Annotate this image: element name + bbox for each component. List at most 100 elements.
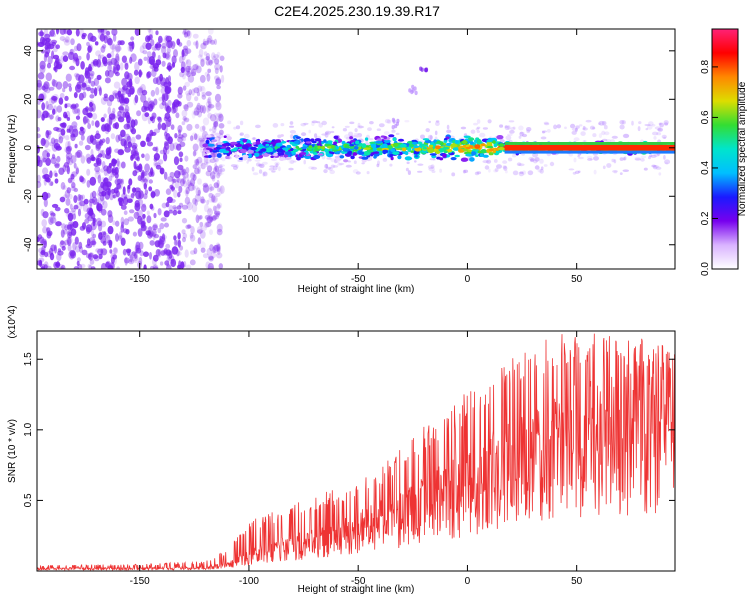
noise-blob (206, 105, 210, 113)
noise-blob (118, 106, 124, 111)
noise-blob (113, 247, 118, 254)
snr-y-label: SNR (10 * v/v) (7, 419, 18, 483)
noise-blob (214, 210, 221, 216)
noise-blob (97, 174, 102, 184)
band-halo-blob (389, 163, 393, 167)
band-blob (206, 134, 212, 138)
noise-blob (214, 75, 220, 81)
band-blob (313, 154, 321, 159)
band-halo-blob (502, 165, 507, 169)
noise-blob (120, 87, 126, 93)
noise-blob (74, 143, 78, 149)
band-blob (205, 139, 210, 145)
noise-blob (51, 154, 56, 160)
noise-blob (96, 189, 101, 198)
band-halo-blob (289, 121, 294, 125)
band-halo-blob (519, 171, 524, 174)
noise-blob (135, 166, 141, 170)
noise-blob (71, 121, 78, 129)
noise-blob (164, 53, 170, 59)
band-blob (308, 145, 313, 149)
band-halo-blob (578, 156, 584, 160)
noise-blob (111, 166, 117, 176)
noise-blob (62, 229, 68, 235)
band-halo-blob (289, 130, 296, 134)
noise-blob (56, 105, 63, 113)
noise-blob (190, 172, 196, 180)
band-halo-blob (326, 157, 332, 160)
noise-blob (159, 261, 164, 266)
band-blob (443, 150, 448, 153)
noise-blob (67, 244, 72, 252)
noise-blob (80, 155, 86, 164)
noise-blob (193, 107, 200, 116)
band-halo-blob (205, 163, 209, 167)
noise-blob (191, 203, 198, 213)
band-halo-blob (613, 170, 618, 174)
band-blob (275, 142, 283, 147)
band-halo-blob (650, 154, 657, 158)
band-halo-blob (378, 123, 385, 128)
noise-blob (97, 148, 102, 155)
noise-blob (51, 153, 56, 159)
noise-blob (137, 228, 143, 237)
noise-blob (152, 254, 159, 262)
noise-blob (183, 117, 190, 123)
noise-blob (124, 62, 129, 70)
x-tick-label: 50 (571, 274, 583, 285)
noise-blob (91, 120, 95, 126)
noise-blob (81, 249, 88, 256)
noise-blob (112, 33, 117, 42)
figure-title: C2E4.2025.230.19.39.R17 (274, 3, 440, 19)
noise-blob (106, 99, 113, 107)
noise-blob (185, 190, 189, 198)
band-halo-blob (314, 133, 318, 139)
band-halo-blob (289, 133, 294, 139)
noise-blob (152, 146, 158, 152)
noise-blob (209, 158, 216, 164)
noise-blob (75, 115, 81, 120)
band-halo-blob (324, 163, 328, 169)
band-blob (235, 154, 239, 159)
noise-blob (170, 258, 177, 268)
band-halo-blob (324, 131, 329, 134)
noise-blob (72, 221, 79, 229)
noise-blob (65, 146, 72, 155)
noise-blob (143, 178, 148, 183)
band-halo-blob (369, 121, 374, 125)
noise-blob (55, 221, 62, 227)
noise-blob (161, 122, 167, 131)
noise-blob (182, 132, 188, 138)
noise-blob (144, 189, 149, 195)
noise-blob (212, 120, 219, 127)
band-halo-blob (321, 120, 328, 126)
noise-blob (182, 116, 187, 121)
band-halo-blob (648, 156, 651, 160)
noise-blob (213, 121, 217, 130)
band-blob (492, 150, 497, 154)
noise-blob (160, 168, 164, 175)
noise-blob (120, 161, 126, 169)
noise-blob (43, 240, 47, 249)
noise-blob (140, 83, 146, 93)
noise-blob (159, 149, 166, 155)
noise-blob (72, 213, 77, 220)
noise-blob (193, 41, 198, 46)
noise-blob (100, 231, 106, 236)
noise-blob (177, 134, 184, 139)
band-halo-blob (516, 162, 522, 166)
noise-blob (183, 180, 188, 188)
band-blob (427, 148, 435, 154)
band-halo-blob (259, 163, 265, 168)
noise-blob (50, 212, 56, 217)
band-halo-blob (439, 168, 442, 173)
noise-blob (78, 92, 84, 101)
noise-blob (124, 105, 130, 113)
noise-blob (199, 221, 204, 227)
noise-blob (177, 210, 182, 215)
noise-blob (212, 246, 216, 254)
band-halo-blob (664, 159, 671, 165)
noise-blob (146, 215, 152, 224)
band-halo-blob (205, 159, 212, 164)
noise-blob (116, 158, 120, 167)
